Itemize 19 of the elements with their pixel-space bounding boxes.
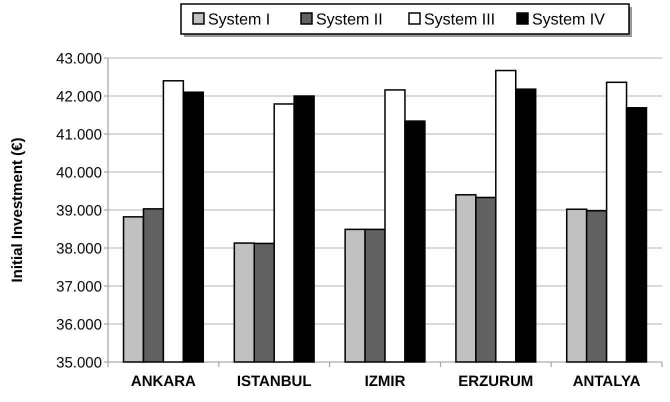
- legend-label: System I: [208, 12, 270, 29]
- x-tick-label: IZMIR: [364, 373, 406, 390]
- y-tick-label: 40.000: [56, 164, 102, 182]
- x-tick-label: ERZURUM: [458, 373, 534, 390]
- y-tick-label: 43.000: [56, 50, 102, 68]
- x-tick-label: ANKARA: [130, 373, 196, 390]
- x-tick-label: ISTANBUL: [236, 373, 312, 390]
- legend-label: System III: [424, 12, 496, 29]
- legend-label: System IV: [532, 12, 606, 29]
- y-tick-label: 35.000: [56, 354, 102, 372]
- y-tick-label: 38.000: [56, 240, 102, 258]
- x-tick-label: ANTALYA: [572, 373, 641, 390]
- y-tick-label: 41.000: [56, 126, 102, 144]
- legend-label: System II: [316, 12, 383, 29]
- y-axis-title: Initial Investment (€): [9, 137, 26, 283]
- y-tick-label: 37.000: [56, 278, 102, 296]
- y-tick-label: 39.000: [56, 202, 102, 220]
- y-tick-label: 36.000: [56, 316, 102, 334]
- y-tick-label: 42.000: [56, 88, 102, 106]
